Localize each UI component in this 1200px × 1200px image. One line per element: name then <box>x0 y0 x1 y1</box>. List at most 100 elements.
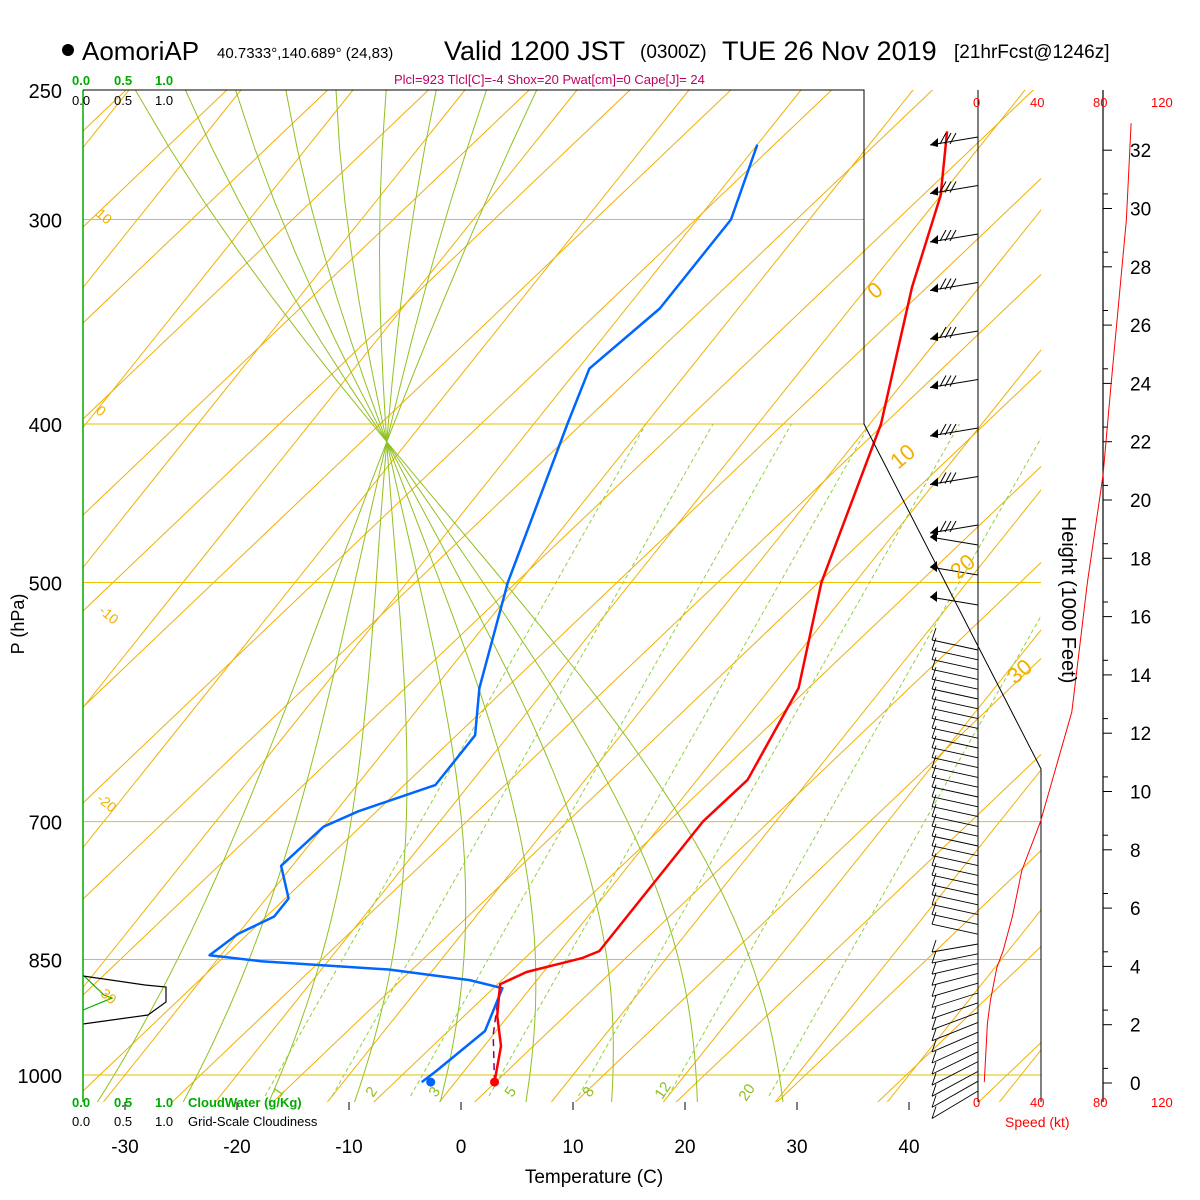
wind-barb-feather <box>949 520 957 533</box>
forecast-info: [21hrFcst@1246z] <box>954 42 1110 63</box>
speed-profile <box>983 123 1132 1083</box>
wind-barb-staff <box>931 992 979 1008</box>
height-tick-label: 0 <box>1130 1074 1141 1095</box>
wind-barb-feather <box>944 423 952 436</box>
dry-adiabat-label: 10 <box>885 439 920 474</box>
wind-barb-feather <box>939 181 947 193</box>
background-lines <box>83 90 1041 1102</box>
isotherm-line <box>83 90 466 569</box>
wind-barb-staff <box>931 855 979 867</box>
temperature-tick-label: -20 <box>223 1137 250 1158</box>
wind-barb-feather <box>931 755 937 768</box>
wind-barb-feather <box>931 745 937 758</box>
wind-barb-feather <box>939 278 947 290</box>
wind-barb-staff <box>931 747 979 759</box>
mixing-ratio-line <box>488 423 871 1097</box>
dry-adiabat-label: 20 <box>945 549 980 584</box>
isotherm-line <box>83 90 354 429</box>
wind-barb-staff <box>931 963 979 975</box>
dry-adiabat-line <box>171 273 1041 1102</box>
height-tick-label: 28 <box>1130 258 1151 279</box>
wind-barb-staff <box>931 825 979 837</box>
isotherm-line <box>83 90 690 849</box>
wind-barb-staff <box>931 688 979 700</box>
wind-barb-feather <box>939 375 947 387</box>
pressure-tick-label: 300 <box>29 211 62 233</box>
isotherm-line <box>662 629 1041 1102</box>
isotherm-line <box>774 769 1041 1102</box>
cloudiness-tick-top-2: 1.0 <box>155 93 173 108</box>
wind-barb-feather <box>931 1028 937 1041</box>
cloudwater-profile <box>82 974 114 1011</box>
wind-barb-staff <box>931 1071 979 1097</box>
wind-barb-feather <box>931 667 937 680</box>
wind-barb-feather <box>931 872 937 886</box>
wind-barb-pennant <box>930 531 937 542</box>
speed-tick-top-3: 120 <box>1151 95 1173 110</box>
wind-barb-feather <box>931 637 937 650</box>
wind-barb-feather <box>931 814 937 827</box>
cloudiness-tick-top-1: 0.5 <box>114 93 132 108</box>
isotherm-label: -10 <box>96 602 122 627</box>
dry-adiabat-line <box>83 90 934 900</box>
wind-barb-staff <box>931 668 979 680</box>
wind-barb-feather <box>931 794 937 807</box>
parcel-trace <box>492 984 501 1083</box>
dry-adiabat-line <box>83 90 530 516</box>
pressure-tick-label: 700 <box>29 813 62 835</box>
wind-barb-feather <box>944 472 952 484</box>
wind-barb-feather <box>944 278 952 290</box>
isotherm-line <box>438 349 1041 1102</box>
wind-barb-feather <box>931 765 937 778</box>
dry-adiabat-label: 0 <box>862 277 887 304</box>
wind-barb-staff <box>931 757 979 769</box>
isotherm-line <box>83 90 578 709</box>
wind-barb-staff <box>931 1002 979 1020</box>
mixing-ratio-label: 20 <box>735 1081 758 1104</box>
wind-barb-staff <box>931 1021 979 1042</box>
wind-barb-feather <box>931 676 937 690</box>
mixing-ratio-line <box>768 615 1041 1097</box>
speed-tick-bottom-3: 120 <box>1151 1095 1173 1110</box>
valid-zulu: (0300Z) <box>640 42 707 63</box>
wind-barb-feather <box>931 1006 937 1019</box>
isotherm-line <box>83 90 130 149</box>
dry-adiabat-line <box>83 177 1041 1092</box>
moist-adiabat-line <box>134 90 784 1102</box>
wind-barb-feather <box>949 472 957 484</box>
cloudiness-profile <box>82 975 167 1025</box>
height-tick-label: 22 <box>1130 433 1151 454</box>
wind-barb-feather <box>931 804 937 817</box>
temperature-trace <box>493 131 949 1083</box>
wind-barb-feather <box>931 774 937 788</box>
wind-barb-feather <box>931 973 937 986</box>
speed-tick-bottom-1: 40 <box>1030 1095 1044 1110</box>
isotherm-line <box>214 90 1026 1102</box>
height-tick-label: 30 <box>1130 200 1151 221</box>
wind-barb-staff <box>931 894 979 906</box>
wind-barb-feather <box>931 823 937 837</box>
wind-barb-feather <box>931 863 937 876</box>
temperature-tick-label: 40 <box>898 1137 919 1158</box>
wind-barb-pennant <box>930 380 938 390</box>
wind-barb-pennant <box>930 429 938 438</box>
wind-barb-staff <box>931 678 979 690</box>
moist-adiabat-line <box>184 90 698 1102</box>
wind-barb-feather <box>931 843 937 856</box>
height-tick-label: 4 <box>1130 957 1141 978</box>
wind-barb-pennant <box>930 477 938 487</box>
cloudwater-tick-top-2: 1.0 <box>155 73 173 88</box>
wind-barb-staff <box>931 923 979 935</box>
wind-barb-staff <box>931 835 979 847</box>
wind-barb-feather <box>931 902 937 915</box>
sounding-traces <box>82 131 949 1087</box>
wind-barb-feather <box>939 229 947 242</box>
speed-label: Speed (kt) <box>1005 1114 1070 1130</box>
wind-barb-feather <box>939 423 947 436</box>
isotherm-label: 10 <box>93 205 115 227</box>
cloudiness-tick-bottom-2: 1.0 <box>155 1114 173 1129</box>
wind-barb-feather <box>944 375 952 387</box>
wind-barb-feather <box>931 1073 937 1086</box>
valid-time: Valid 1200 JST <box>444 36 625 66</box>
